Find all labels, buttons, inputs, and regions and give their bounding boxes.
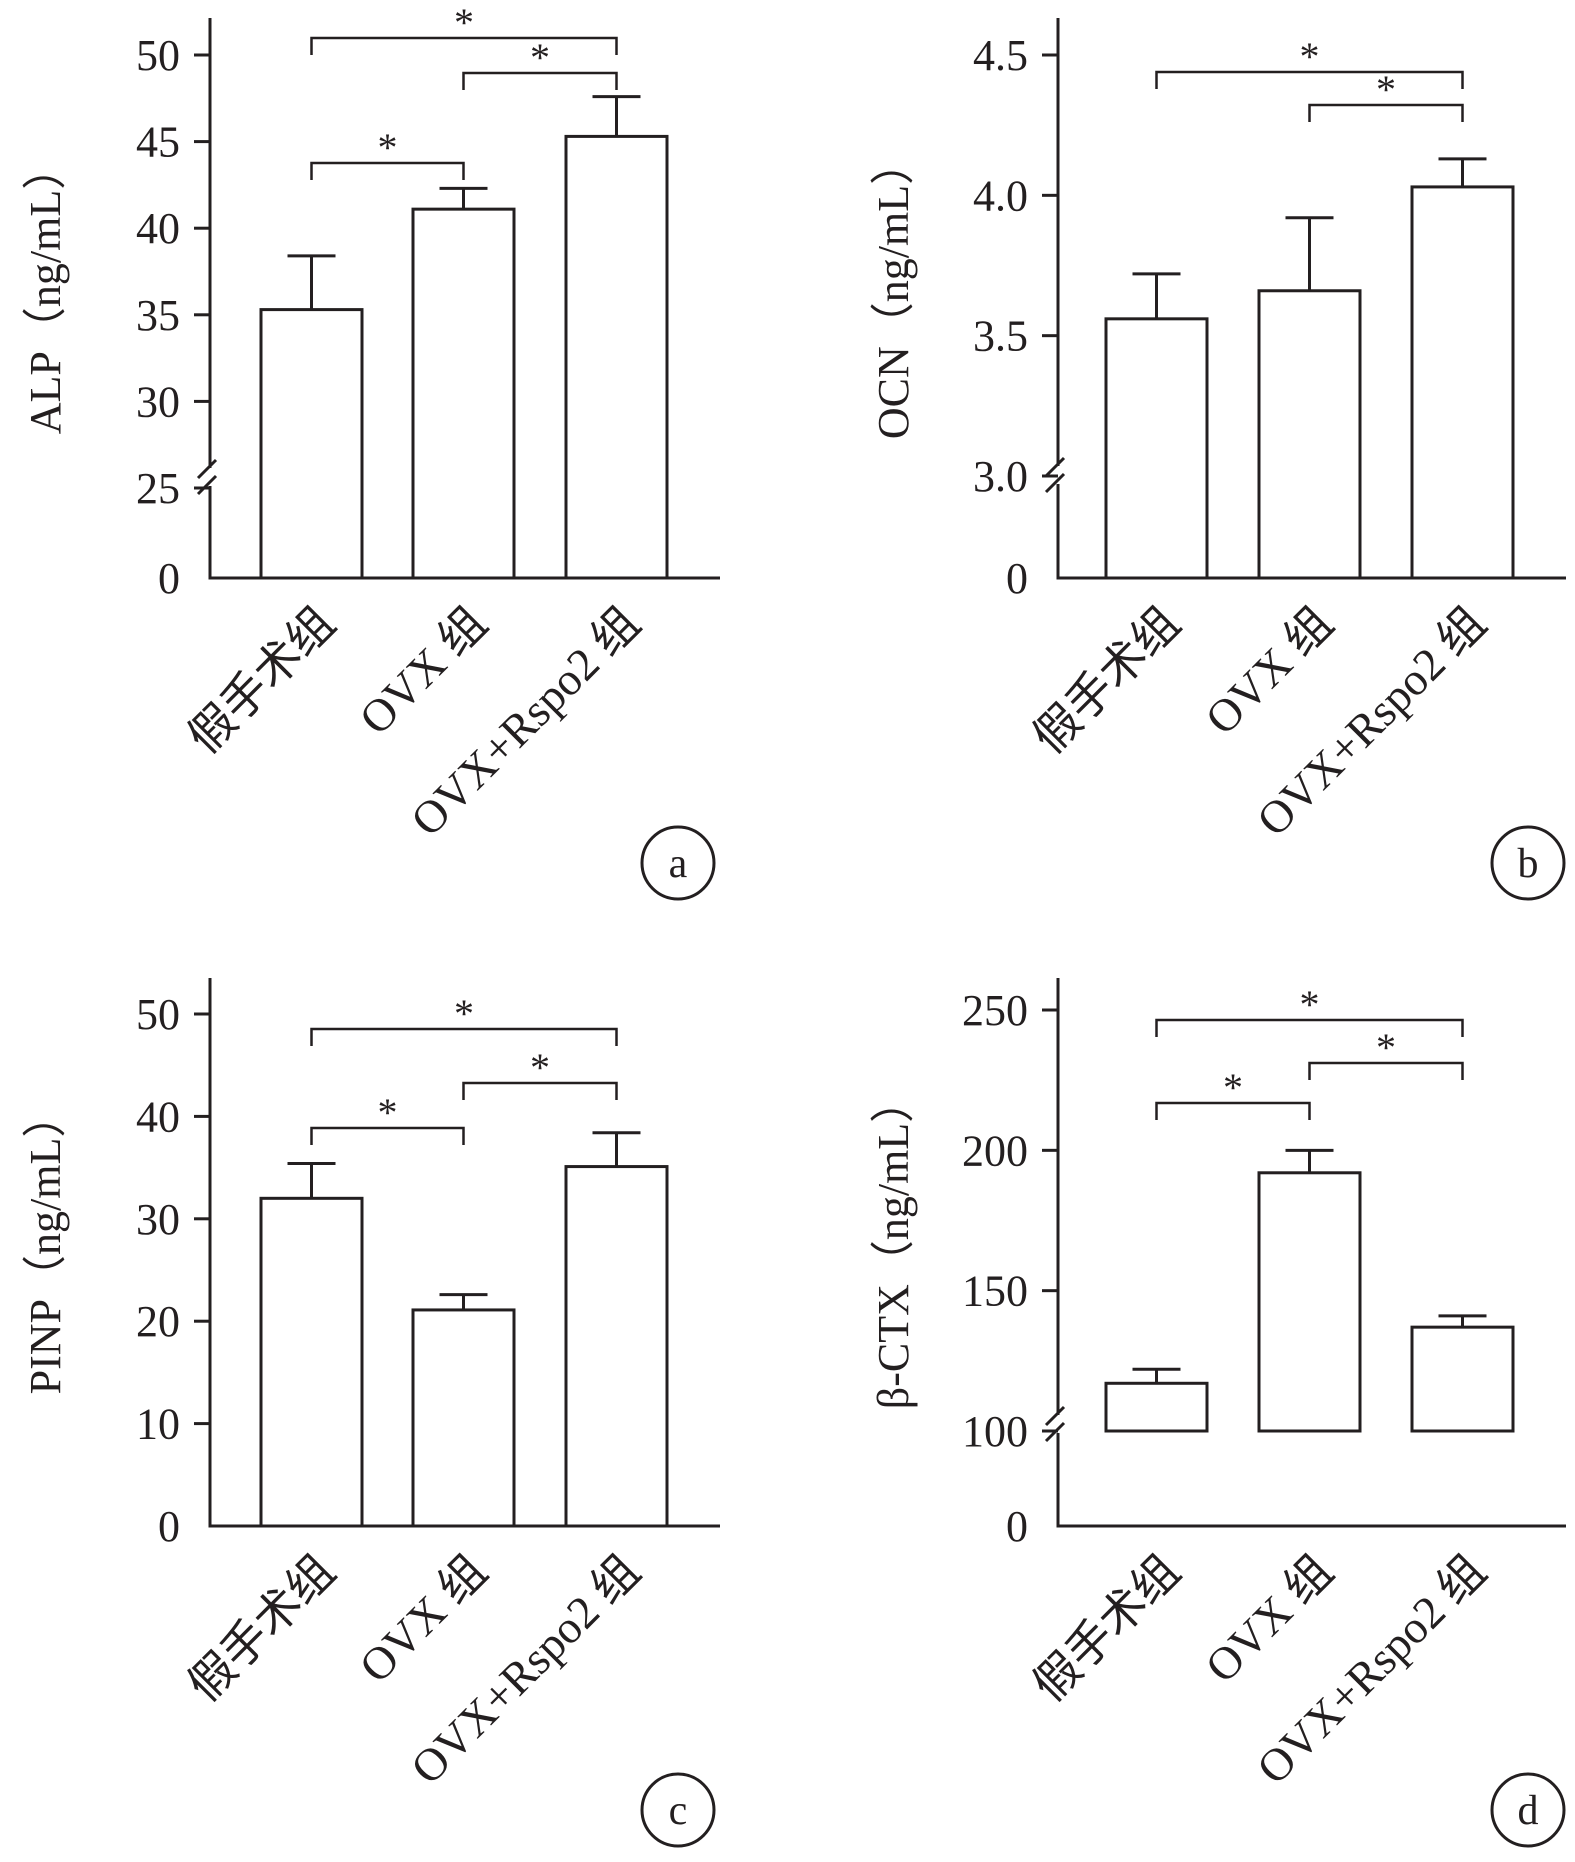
- axis-break-mark: [196, 474, 218, 496]
- axis-break-mark: [196, 458, 218, 480]
- bar-3: [1410, 1325, 1515, 1433]
- y-axis-title: ALP（ng/mL）: [21, 146, 70, 434]
- y-axis-title: β-CTX（ng/mL）: [869, 1079, 918, 1409]
- x-tick-label: 假手术组: [178, 597, 344, 763]
- significance-bracket: [1155, 70, 1464, 89]
- y-tick-label: 0: [1006, 1502, 1028, 1551]
- panel-label: c: [669, 1788, 688, 1834]
- significance-star: *: [378, 125, 398, 170]
- significance-bracket: [310, 36, 618, 55]
- y-tick-label: 50: [136, 990, 180, 1039]
- axis-break-mark: [1044, 472, 1066, 494]
- significance-bracket: [1308, 103, 1464, 122]
- y-tick-label: 10: [136, 1400, 180, 1449]
- significance-star: *: [530, 1045, 550, 1090]
- y-tick-label: 3.0: [973, 452, 1028, 501]
- panel-label-circle: [1490, 1772, 1566, 1848]
- x-tick-label: 假手术组: [1023, 1545, 1189, 1711]
- y-tick-label: 100: [962, 1407, 1028, 1456]
- y-tick-label: 0: [1006, 554, 1028, 603]
- panel-label: a: [669, 841, 688, 887]
- bar-2: [411, 207, 516, 580]
- significance-bracket: [310, 1027, 618, 1046]
- significance-star: *: [454, 0, 474, 45]
- panel-label-circle: [640, 1772, 716, 1848]
- y-tick-label: 50: [136, 31, 180, 80]
- bar-3: [564, 1165, 669, 1528]
- y-tick-label: 4.0: [973, 171, 1028, 220]
- y-tick-label: 0: [158, 554, 180, 603]
- bar-1: [259, 1196, 364, 1528]
- significance-star: *: [1376, 1025, 1396, 1070]
- significance-bracket: [1155, 1018, 1464, 1037]
- significance-star: *: [1300, 34, 1320, 79]
- significance-bracket: [310, 1126, 465, 1145]
- significance-bracket: [1155, 1101, 1311, 1120]
- panel-label-circle: [640, 825, 716, 901]
- bar-3: [564, 134, 669, 580]
- x-tick-label: OVX 组: [349, 597, 496, 744]
- significance-bracket: [462, 71, 618, 90]
- y-axis-title: OCN（ng/mL）: [869, 141, 918, 439]
- y-tick-label: 4.5: [973, 31, 1028, 80]
- bar-3: [1410, 185, 1515, 580]
- y-tick-label: 40: [136, 1092, 180, 1141]
- y-tick-label: 25: [136, 464, 180, 513]
- y-tick-label: 150: [962, 1267, 1028, 1316]
- y-tick-label: 200: [962, 1126, 1028, 1175]
- axis-break-mark: [1044, 456, 1066, 478]
- x-tick-label: 假手术组: [1023, 597, 1189, 763]
- significance-bracket: [310, 161, 465, 180]
- bar-1: [1104, 317, 1209, 580]
- x-tick-label: OVX 组: [1195, 1545, 1342, 1692]
- significance-star: *: [454, 991, 474, 1036]
- y-tick-label: 250: [962, 986, 1028, 1035]
- panel-label: d: [1518, 1788, 1539, 1834]
- significance-star: *: [1376, 67, 1396, 112]
- y-tick-label: 40: [136, 204, 180, 253]
- bar-2: [1257, 1171, 1362, 1433]
- bar-2: [411, 1308, 516, 1528]
- y-tick-label: 3.5: [973, 312, 1028, 361]
- bar-1: [259, 308, 364, 580]
- y-tick-label: 0: [158, 1502, 180, 1551]
- y-tick-label: 35: [136, 291, 180, 340]
- y-tick-label: 30: [136, 1195, 180, 1244]
- x-tick-label: OVX 组: [349, 1545, 496, 1692]
- bar-1: [1104, 1381, 1209, 1433]
- significance-star: *: [378, 1090, 398, 1135]
- x-tick-label: OVX 组: [1195, 597, 1342, 744]
- significance-bracket: [462, 1081, 618, 1100]
- panel-label-circle: [1490, 825, 1566, 901]
- axis-break-mark: [1044, 1405, 1066, 1427]
- y-tick-label: 30: [136, 377, 180, 426]
- panel-label: b: [1518, 841, 1539, 887]
- significance-bracket: [1308, 1061, 1464, 1080]
- x-tick-label: 假手术组: [178, 1545, 344, 1711]
- bar-2: [1257, 289, 1362, 580]
- y-axis-title: PINP（ng/mL）: [21, 1094, 70, 1395]
- significance-star: *: [530, 35, 550, 80]
- y-tick-label: 45: [136, 118, 180, 167]
- significance-star: *: [1300, 982, 1320, 1027]
- y-tick-label: 20: [136, 1297, 180, 1346]
- significance-star: *: [1223, 1065, 1243, 1110]
